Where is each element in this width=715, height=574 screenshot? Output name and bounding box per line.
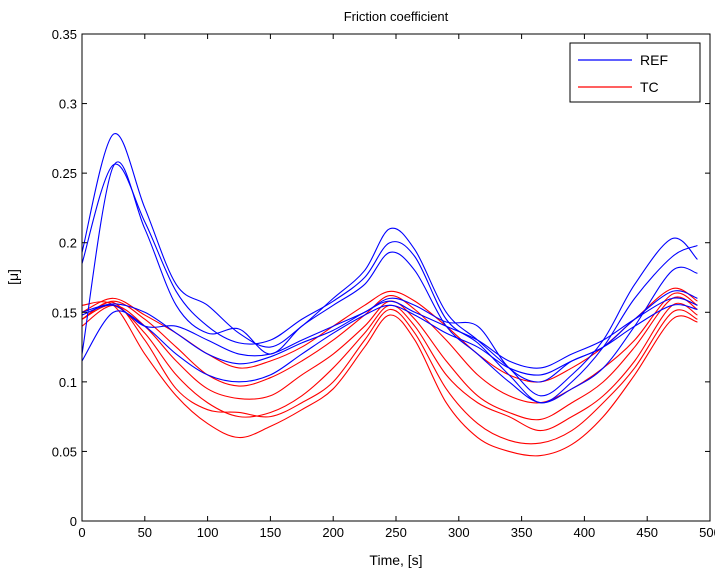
x-tick-label: 0 bbox=[78, 525, 85, 540]
series-line-tc-10 bbox=[81, 301, 698, 445]
y-axis-label: [μ] bbox=[5, 269, 21, 285]
series-layer bbox=[81, 133, 698, 457]
y-tick-label: 0.3 bbox=[59, 97, 77, 112]
y-tick-label: 0.25 bbox=[52, 166, 77, 181]
tick-layer: 0 50 100 150 200 250 300 350 400 450 500 0 0.05 0.1 0.… bbox=[52, 27, 715, 540]
chart-title: Friction coefficient bbox=[344, 9, 449, 24]
series-line-ref-1 bbox=[81, 163, 698, 404]
x-tick-label: 350 bbox=[511, 525, 533, 540]
plot-frame bbox=[81, 33, 711, 522]
y-tick-label: 0.35 bbox=[52, 27, 77, 42]
x-tick-label: 450 bbox=[636, 525, 658, 540]
y-tick-label: 0.05 bbox=[52, 444, 77, 459]
series-line-ref-5 bbox=[81, 304, 698, 383]
y-tick-label: 0.15 bbox=[52, 305, 77, 320]
x-tick-label: 400 bbox=[574, 525, 596, 540]
y-tick-label: 0.1 bbox=[59, 375, 77, 390]
y-tick-label: 0 bbox=[70, 514, 77, 529]
series-line-ref-4 bbox=[81, 297, 698, 369]
series-line-ref-2 bbox=[81, 161, 698, 404]
x-axis-label: Time, [s] bbox=[369, 552, 422, 568]
x-tick-label: 250 bbox=[385, 525, 407, 540]
x-tick-label: 500 bbox=[699, 525, 715, 540]
x-tick-label: 150 bbox=[260, 525, 282, 540]
legend-box bbox=[569, 42, 701, 103]
x-tick-label: 300 bbox=[448, 525, 470, 540]
y-tick-label: 0.2 bbox=[59, 236, 77, 251]
series-line-ref-0 bbox=[81, 133, 698, 397]
x-tick-label: 200 bbox=[322, 525, 344, 540]
legend: REF TC bbox=[569, 42, 701, 103]
legend-label-tc: TC bbox=[640, 79, 659, 95]
x-tick-label: 100 bbox=[197, 525, 219, 540]
x-tick-label: 50 bbox=[138, 525, 152, 540]
series-line-tc-11 bbox=[81, 301, 698, 457]
legend-label-ref: REF bbox=[640, 52, 668, 68]
series-line-tc-7 bbox=[81, 292, 698, 404]
